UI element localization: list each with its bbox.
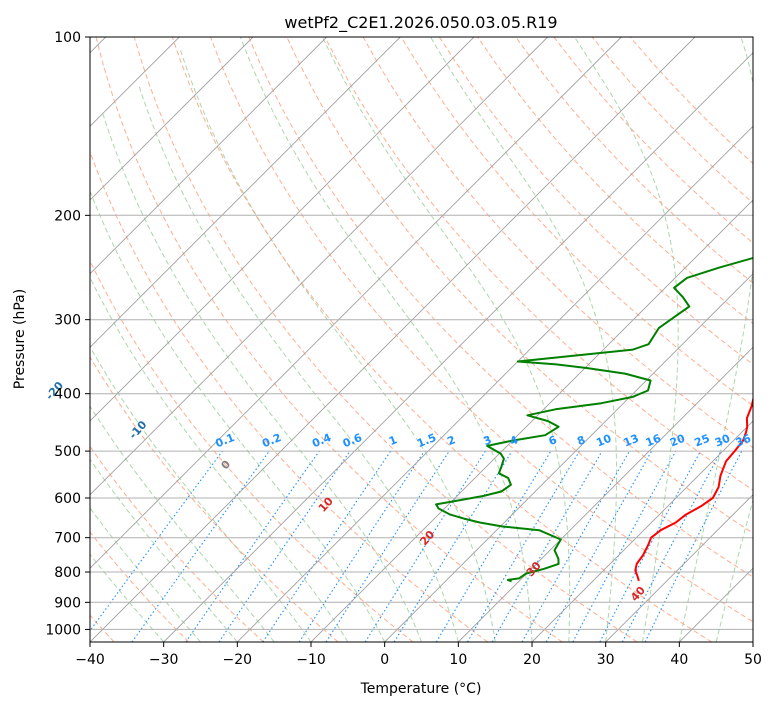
x-tick-label: 10 xyxy=(449,652,467,668)
x-tick-label: 40 xyxy=(670,652,688,668)
y-tick-label: 1000 xyxy=(45,622,81,638)
x-tick-label: −30 xyxy=(149,652,179,668)
y-tick-label: 500 xyxy=(54,444,81,460)
x-tick-label: 50 xyxy=(744,652,762,668)
y-axis-label: Pressure (hPa) xyxy=(12,289,28,389)
x-tick-label: 20 xyxy=(523,652,541,668)
chart-title: wetPf2_C2E1.2026.050.03.05.R19 xyxy=(284,13,557,33)
y-tick-label: 200 xyxy=(54,208,81,224)
y-tick-label: 400 xyxy=(54,387,81,403)
x-tick-label: 30 xyxy=(597,652,615,668)
x-tick-label: −40 xyxy=(75,652,105,668)
y-tick-label: 900 xyxy=(54,595,81,611)
y-tick-label: 700 xyxy=(54,531,81,547)
y-tick-label: 300 xyxy=(54,313,81,329)
x-tick-label: 0 xyxy=(380,652,389,668)
x-axis-label: Temperature (°C) xyxy=(360,681,482,697)
x-tick-label: −20 xyxy=(223,652,253,668)
y-tick-label: 800 xyxy=(54,565,81,581)
x-tick-label: −10 xyxy=(296,652,326,668)
y-tick-label: 600 xyxy=(54,491,81,507)
y-tick-label: 100 xyxy=(54,30,81,46)
